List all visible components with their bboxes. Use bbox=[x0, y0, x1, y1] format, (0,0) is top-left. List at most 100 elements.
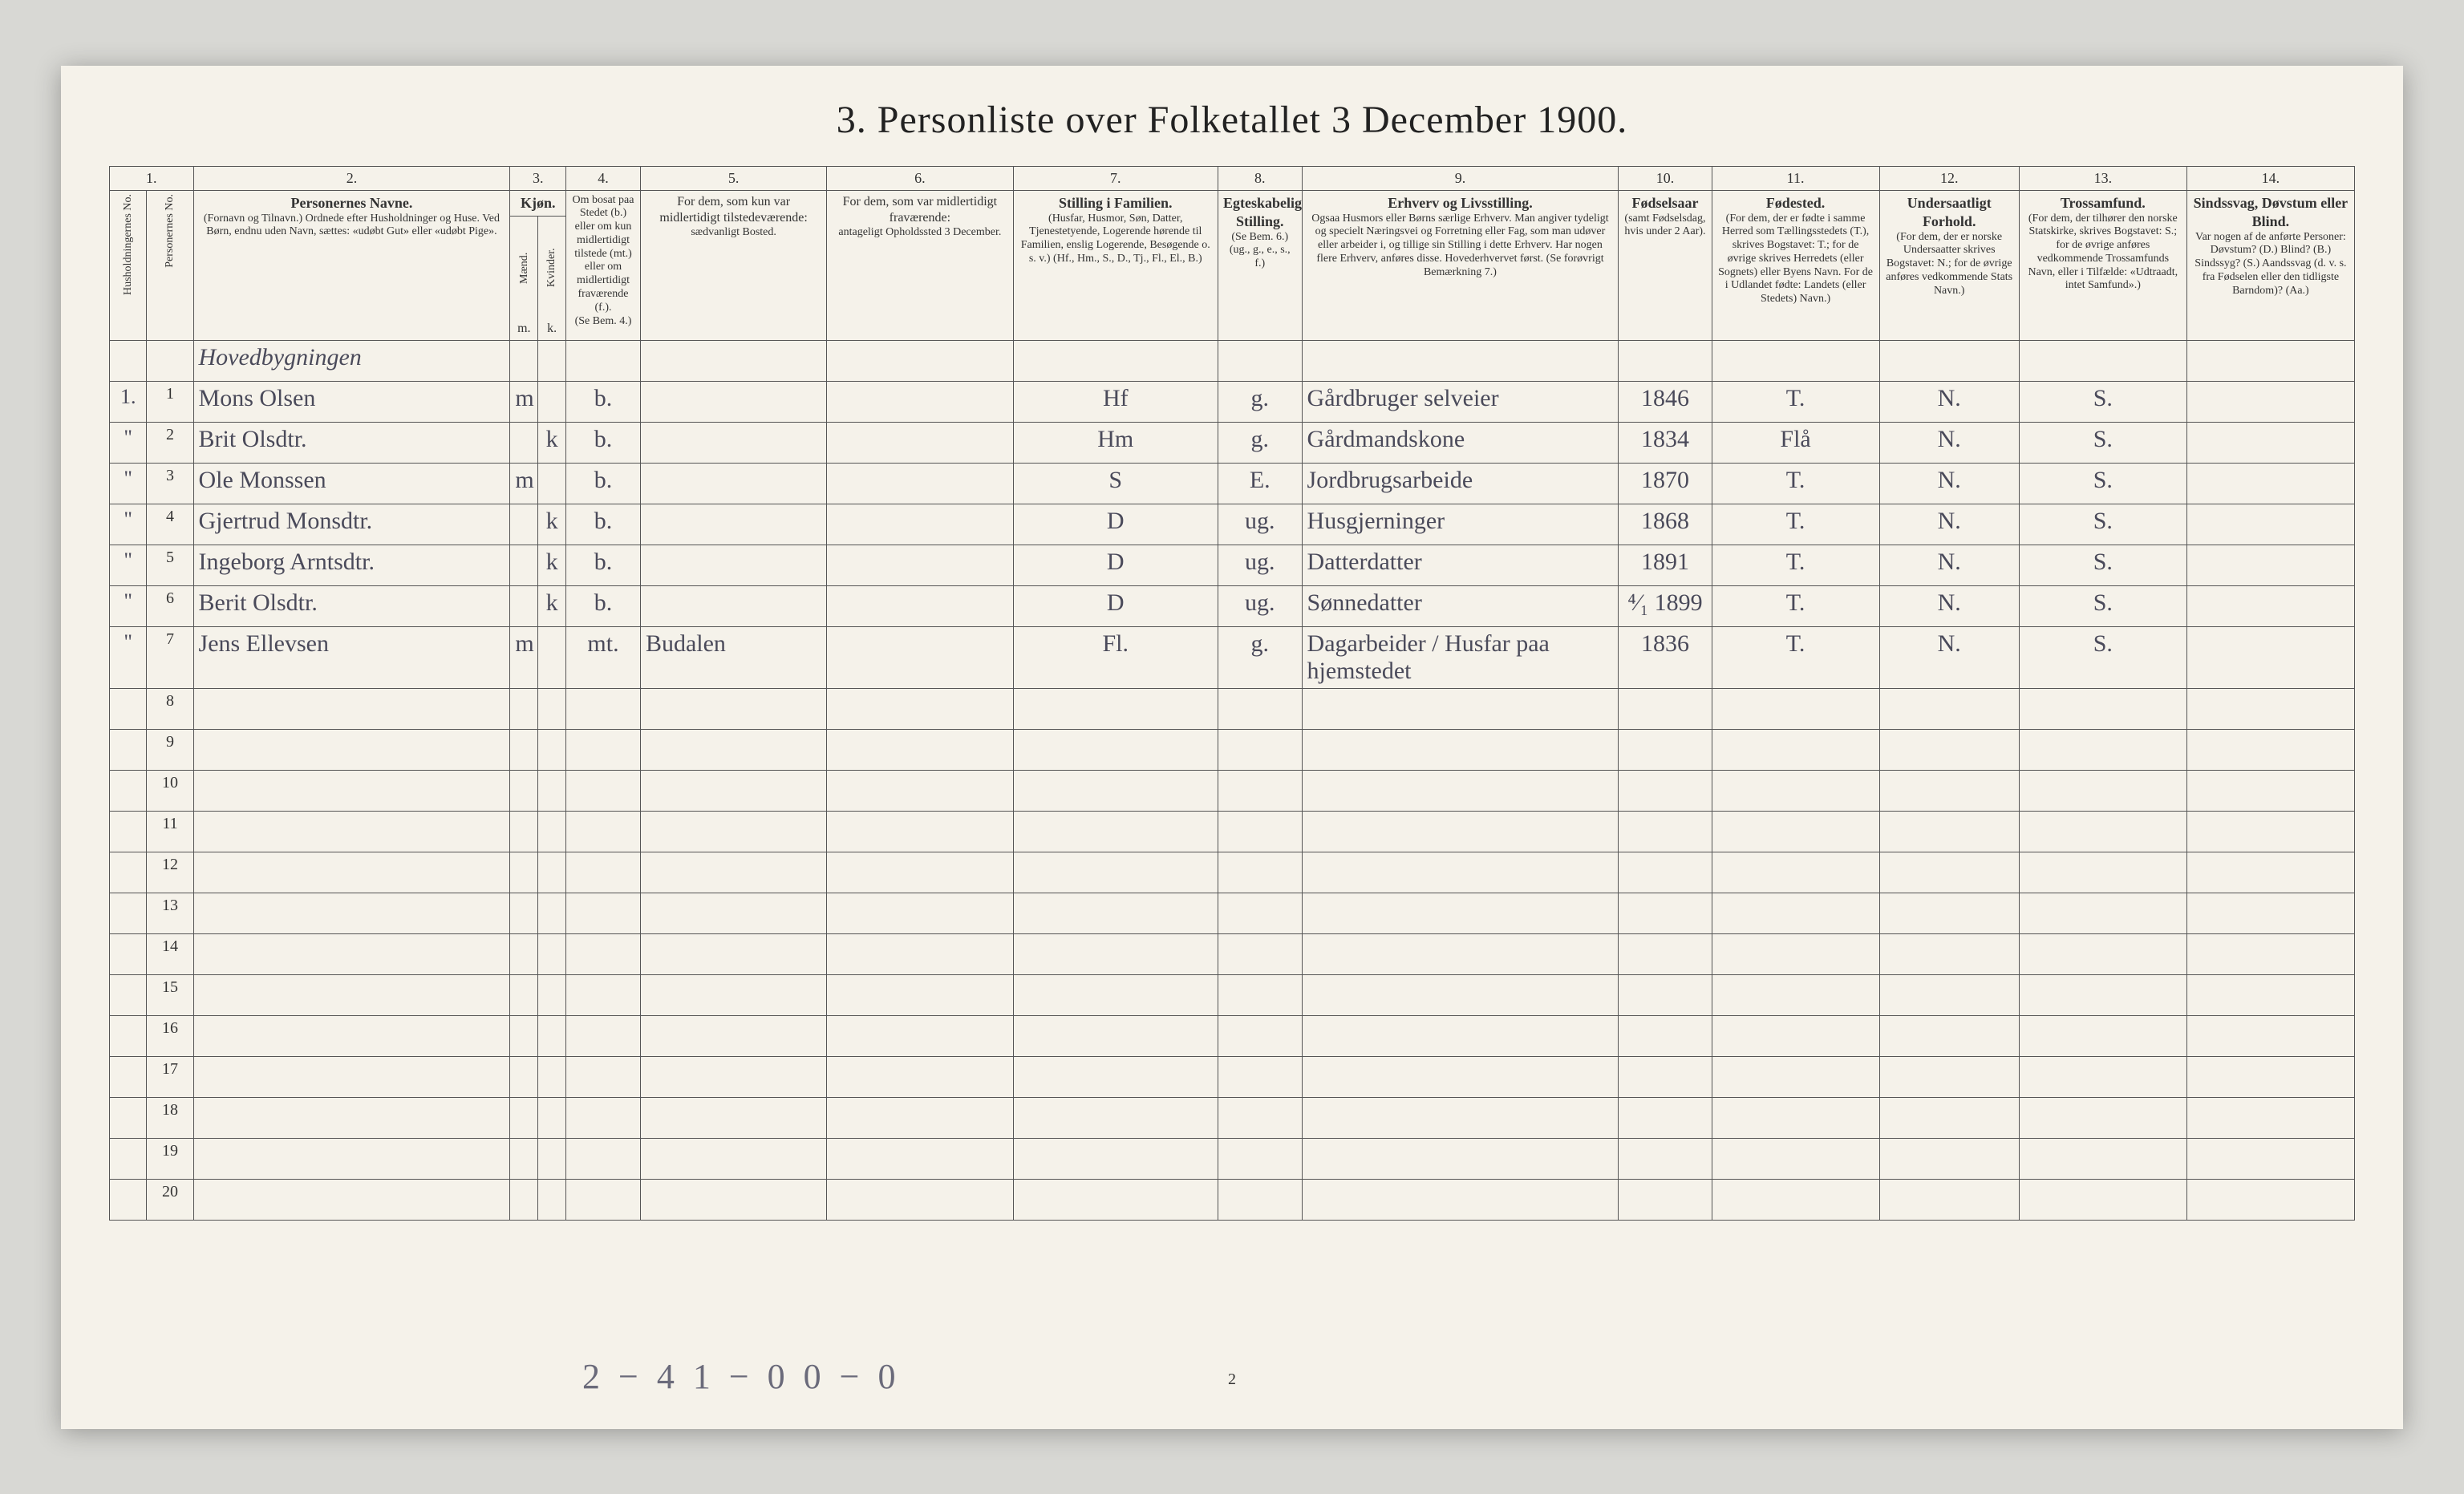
empty-cell bbox=[1712, 893, 1879, 933]
empty-cell bbox=[566, 1015, 641, 1056]
header-fsted-sub: (For dem, der er fødte i samme Herred so… bbox=[1717, 213, 1874, 307]
header-egt-main: Egteskabelig Stilling. bbox=[1223, 195, 1302, 229]
cell-fsted: T. bbox=[1712, 626, 1879, 688]
table-row-empty: 15 bbox=[110, 974, 2355, 1015]
cell-sinds bbox=[2186, 545, 2354, 585]
empty-cell bbox=[1302, 974, 1619, 1015]
cell-frav bbox=[827, 626, 1013, 688]
empty-cell bbox=[1712, 811, 1879, 852]
cell-name: Berit Olsdtr. bbox=[193, 585, 510, 626]
bottom-pagenum: 2 bbox=[1228, 1371, 1236, 1389]
cell-name: Gjertrud Monsdtr. bbox=[193, 504, 510, 545]
empty-cell bbox=[538, 770, 566, 811]
table-row-empty: 20 bbox=[110, 1179, 2355, 1220]
empty-cell bbox=[827, 1015, 1013, 1056]
colnum-2: 2. bbox=[193, 166, 510, 190]
header-kjon-foot-k: k. bbox=[547, 322, 557, 335]
empty-cell bbox=[827, 1056, 1013, 1097]
cell-hhnum: " bbox=[110, 463, 147, 504]
empty-cell bbox=[538, 893, 566, 933]
rownum-empty: 18 bbox=[147, 1097, 193, 1138]
section-heading: Hovedbygningen bbox=[193, 340, 510, 381]
cell-sinds bbox=[2186, 381, 2354, 422]
header-erhverv: Erhverv og Livsstilling. Ogsaa Husmors e… bbox=[1302, 190, 1619, 340]
empty-cell bbox=[640, 852, 826, 893]
header-frav: For dem, som var midlertidigt fraværende… bbox=[827, 190, 1013, 340]
empty-cell bbox=[110, 852, 147, 893]
colnum-8: 8. bbox=[1218, 166, 1303, 190]
cell-kjon-m: m bbox=[510, 381, 538, 422]
empty-cell bbox=[566, 974, 641, 1015]
cell-erhverv: Datterdatter bbox=[1302, 545, 1619, 585]
empty-cell bbox=[1218, 974, 1303, 1015]
colnum-3: 3. bbox=[510, 166, 566, 190]
empty-cell bbox=[1013, 933, 1218, 974]
empty-cell bbox=[827, 933, 1013, 974]
colnum-12: 12. bbox=[1879, 166, 2019, 190]
cell-faar: 1834 bbox=[1619, 422, 1712, 463]
cell-faar: 1846 bbox=[1619, 381, 1712, 422]
empty-cell bbox=[1712, 729, 1879, 770]
rownum-empty: 16 bbox=[147, 1015, 193, 1056]
cell-sedv: Budalen bbox=[640, 626, 826, 688]
empty-cell bbox=[1619, 893, 1712, 933]
empty-cell bbox=[1218, 1015, 1303, 1056]
empty-cell bbox=[566, 770, 641, 811]
empty-cell bbox=[538, 1056, 566, 1097]
header-faar: Fødselsaar (samt Fødselsdag, hvis under … bbox=[1619, 190, 1712, 340]
rownum-empty: 8 bbox=[147, 688, 193, 729]
empty-cell bbox=[1712, 1138, 1879, 1179]
empty-cell bbox=[2019, 852, 2186, 893]
empty-cell bbox=[566, 688, 641, 729]
empty-cell bbox=[510, 1015, 538, 1056]
empty-cell bbox=[510, 1056, 538, 1097]
empty-cell bbox=[2019, 811, 2186, 852]
cell-frav bbox=[827, 422, 1013, 463]
cell-tros: S. bbox=[2019, 585, 2186, 626]
empty-cell bbox=[640, 1179, 826, 1220]
cell-rownum: 7 bbox=[147, 626, 193, 688]
header-erhverv-sub: Ogsaa Husmors eller Børns særlige Erhver… bbox=[1307, 213, 1614, 280]
cell-sedv bbox=[640, 545, 826, 585]
colnum-5: 5. bbox=[640, 166, 826, 190]
empty-cell bbox=[538, 933, 566, 974]
header-kjon-k: Kvinder. k. bbox=[538, 216, 566, 340]
cell-sinds bbox=[2186, 463, 2354, 504]
table-row-empty: 9 bbox=[110, 729, 2355, 770]
empty-cell bbox=[110, 688, 147, 729]
empty-cell bbox=[2019, 1179, 2186, 1220]
cell-hhnum: " bbox=[110, 504, 147, 545]
rownum-empty: 17 bbox=[147, 1056, 193, 1097]
empty-cell bbox=[1879, 811, 2019, 852]
empty-cell bbox=[193, 688, 510, 729]
table-row: "6Berit Olsdtr.kb.Dug.Sønnedatter⁴⁄₁ 189… bbox=[110, 585, 2355, 626]
empty-cell bbox=[2019, 729, 2186, 770]
table-row-empty: 19 bbox=[110, 1138, 2355, 1179]
empty-cell bbox=[1013, 1138, 1218, 1179]
header-egt-sub: (Se Bem. 6.) (ug., g., e., s., f.) bbox=[1223, 231, 1297, 271]
table-row-empty: 13 bbox=[110, 893, 2355, 933]
empty-cell bbox=[566, 1097, 641, 1138]
empty-cell bbox=[1302, 1138, 1619, 1179]
header-name: Personernes Navne. (Fornavn og Tilnavn.)… bbox=[193, 190, 510, 340]
cell-bosat: b. bbox=[566, 545, 641, 585]
cell-egt: g. bbox=[1218, 626, 1303, 688]
table-row-empty: 17 bbox=[110, 1056, 2355, 1097]
empty-cell bbox=[2186, 1179, 2354, 1220]
empty-cell bbox=[510, 893, 538, 933]
header-bosat-main: Om bosat paa Stedet (b.) eller om kun mi… bbox=[571, 194, 635, 315]
empty-cell bbox=[640, 1097, 826, 1138]
cell-frav bbox=[827, 545, 1013, 585]
header-row: Husholdningernes No. Personernes No. Per… bbox=[110, 190, 2355, 216]
empty-cell bbox=[110, 770, 147, 811]
empty-cell bbox=[1712, 1097, 1879, 1138]
cell-kjon-m bbox=[510, 504, 538, 545]
cell-kjon-m bbox=[510, 585, 538, 626]
empty-cell bbox=[1619, 770, 1712, 811]
cell-frav bbox=[827, 504, 1013, 545]
table-row: "4Gjertrud Monsdtr.kb.Dug.Husgjerninger1… bbox=[110, 504, 2355, 545]
empty-cell bbox=[110, 1179, 147, 1220]
cell-sinds bbox=[2186, 422, 2354, 463]
cell-kjon-k: k bbox=[538, 422, 566, 463]
empty-cell bbox=[193, 852, 510, 893]
